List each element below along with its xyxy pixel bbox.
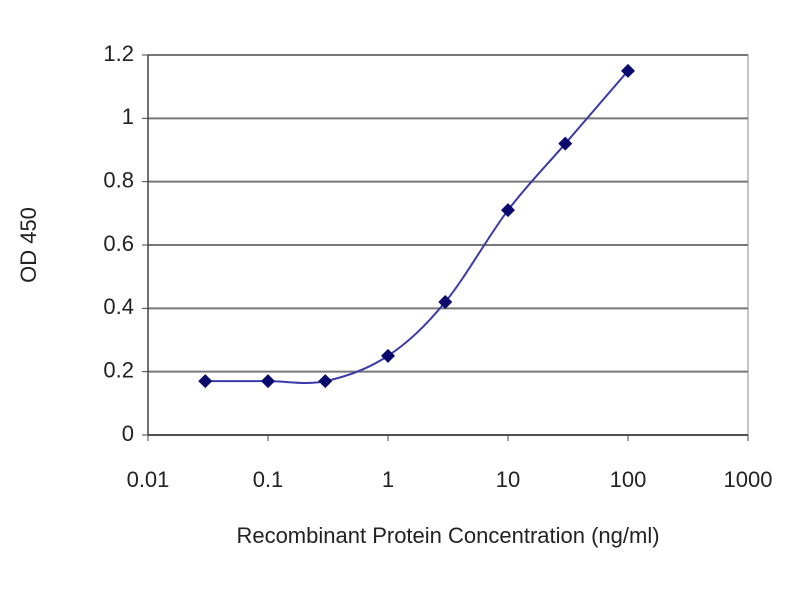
- data-point: [198, 374, 213, 389]
- data-point: [621, 63, 635, 78]
- x-axis-title: Recombinant Protein Concentration (ng/ml…: [236, 523, 659, 548]
- data-point: [558, 136, 573, 151]
- data-point: [381, 348, 395, 363]
- y-tick-label: 0.6: [103, 231, 134, 256]
- x-tick-label: 10: [496, 467, 520, 492]
- x-tick-label: 1: [382, 467, 394, 492]
- data-point: [501, 203, 515, 218]
- data-point: [318, 374, 333, 389]
- x-tick-label: 100: [610, 467, 647, 492]
- y-tick-label: 1.2: [103, 41, 134, 66]
- y-tick-label: 1: [122, 104, 134, 129]
- y-axis-title: OD 450: [16, 207, 41, 283]
- x-tick-label: 1000: [724, 467, 773, 492]
- y-tick-label: 0.2: [103, 357, 134, 382]
- data-point: [438, 295, 453, 309]
- y-tick-label: 0: [122, 421, 134, 446]
- y-tick-label: 0.4: [103, 294, 134, 319]
- y-tick-label: 0.8: [103, 167, 134, 192]
- data-point: [261, 374, 275, 389]
- x-tick-label: 0.1: [253, 467, 284, 492]
- x-tick-label: 0.01: [127, 467, 170, 492]
